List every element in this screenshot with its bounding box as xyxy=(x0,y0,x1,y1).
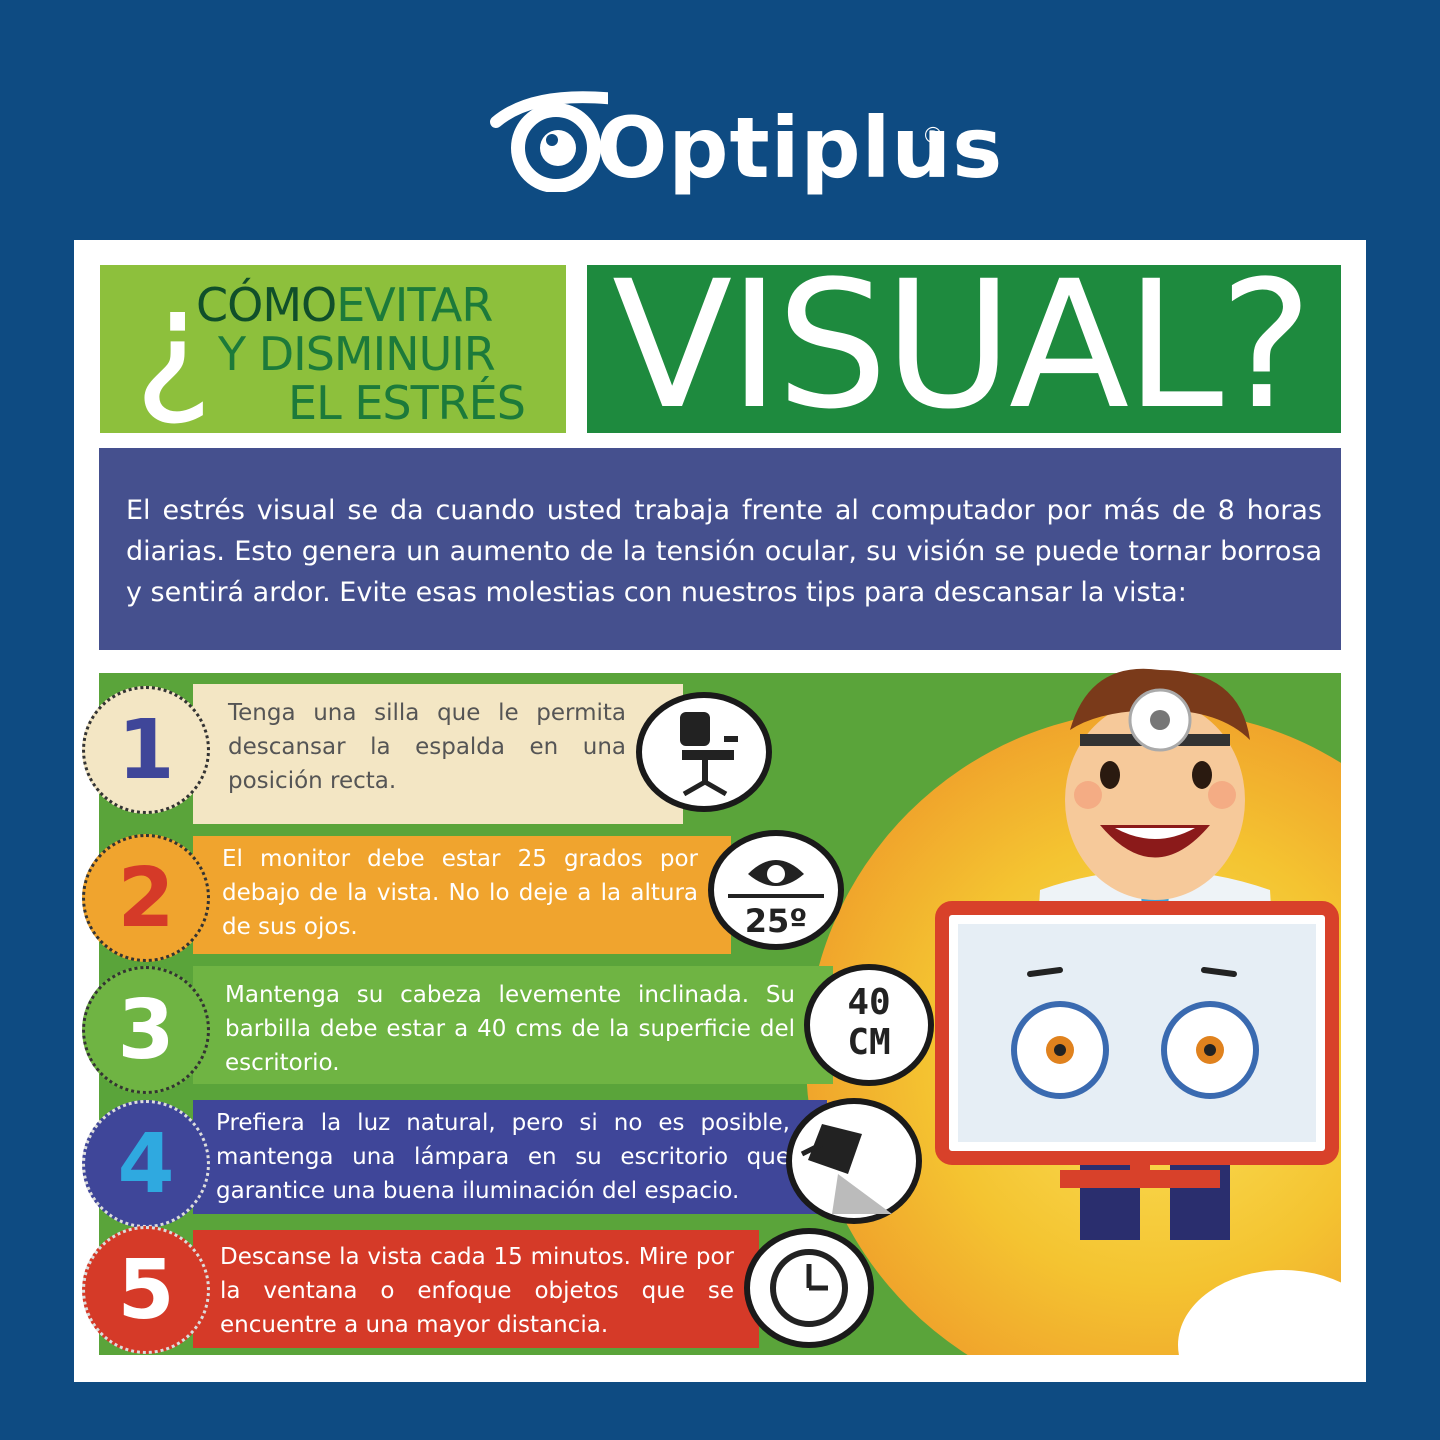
tip-3-text: Mantenga su cabeza levemente inclinada. … xyxy=(225,982,795,1076)
distance-value: 40 xyxy=(847,982,891,1023)
eye-angle-icon: 25º xyxy=(708,830,844,950)
tip-4-text: Prefiera la luz natural, pero si no es p… xyxy=(216,1110,790,1204)
distance-unit: CM xyxy=(847,1022,891,1063)
tip-1-number: 1 xyxy=(82,686,210,814)
chair-icon xyxy=(636,692,772,812)
title-right-panel xyxy=(587,265,1341,433)
eye-logo-icon xyxy=(490,91,608,192)
eye-angle-label: 25º xyxy=(744,902,808,940)
tip-5-text: Descanse la vista cada 15 minutos. Mire … xyxy=(220,1244,734,1338)
title-line-2: Y DISMINUIR xyxy=(218,327,496,381)
inverted-question-mark: ¿ xyxy=(134,256,214,430)
tip-2-number: 2 xyxy=(82,834,210,962)
clock-icon xyxy=(744,1228,874,1348)
tip-3-bar xyxy=(193,966,833,1084)
tip-2-bar xyxy=(193,836,731,954)
lamp-icon xyxy=(786,1098,922,1224)
tip-5-bar xyxy=(193,1230,759,1348)
intro-panel xyxy=(99,448,1341,650)
tip-1-text: Tenga una silla que le permita descansar… xyxy=(228,700,626,794)
title-word-como: CÓMO xyxy=(196,278,337,332)
tip-4-bar xyxy=(193,1100,827,1214)
tip-5-number: 5 xyxy=(82,1226,210,1354)
tip-1-bar xyxy=(193,684,683,824)
intro-text: El estrés visual se da cuando usted trab… xyxy=(126,495,1322,608)
title-big-word: VISUAL? xyxy=(612,243,1313,448)
brand-name: Optiplus xyxy=(596,99,1004,197)
title-word-evitar: EVITAR xyxy=(336,278,493,332)
title-left-panel xyxy=(100,265,566,433)
registered-mark: ® xyxy=(922,124,944,149)
tip-4-number: 4 xyxy=(82,1100,210,1228)
tip-2-text: El monitor debe estar 25 grados por deba… xyxy=(222,846,698,940)
tip-3-number: 3 xyxy=(82,966,210,1094)
title-line-3: EL ESTRÉS xyxy=(288,376,526,430)
distance-icon: 40 CM xyxy=(804,964,934,1086)
doctor-character-illustration xyxy=(935,668,1339,1240)
title-line-1: CÓMOEVITAR xyxy=(196,282,493,328)
